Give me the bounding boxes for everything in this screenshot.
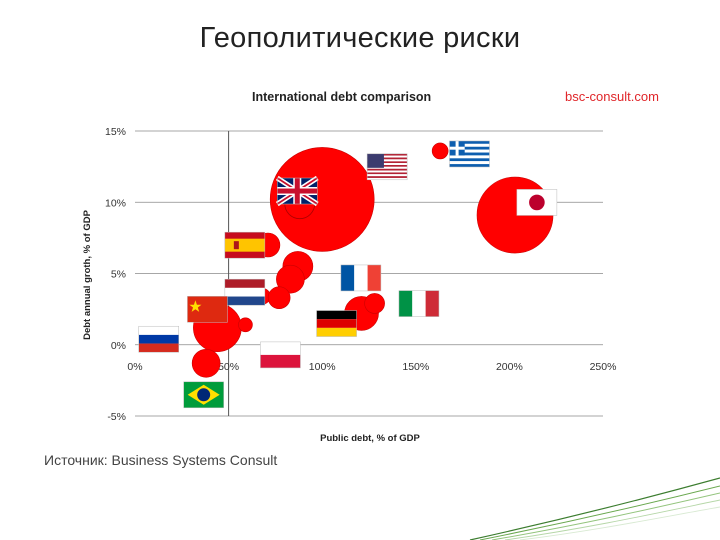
x-tick-label: 150%	[402, 361, 429, 373]
flag-france	[340, 264, 382, 292]
source-name: Business Systems Consult	[111, 452, 278, 468]
flag-netherlands	[224, 278, 266, 306]
flag-spain	[224, 231, 266, 259]
source-label: Источник:	[44, 452, 108, 468]
flag-greece	[449, 140, 490, 168]
chart-watermark: bsc-consult.com	[565, 89, 659, 104]
flag-poland	[260, 341, 301, 369]
bubble-usa	[269, 147, 375, 252]
x-axis-label: Public debt, % of GDP	[320, 433, 420, 444]
flag-china	[187, 296, 228, 323]
flag-usa	[366, 153, 408, 181]
flag-germany	[316, 310, 357, 337]
slide-title: Геополитические риски	[199, 22, 521, 54]
bubble-brazil	[191, 348, 221, 378]
x-tick-label: 200%	[496, 361, 523, 373]
flag-japan	[516, 189, 558, 216]
axis-ticks: 15% 10% 5% 0% -5% 0% 50% 100% 150% 200% 250%	[105, 126, 616, 423]
flag-uk	[275, 175, 319, 207]
x-tick-label: 50%	[218, 361, 239, 373]
chart-title: International debt comparison	[252, 90, 431, 104]
bubble-netherlands	[276, 264, 305, 294]
y-tick-label: 15%	[105, 126, 126, 138]
bubbles	[148, 142, 554, 378]
flag-russia	[138, 325, 179, 353]
y-tick-label: 0%	[111, 340, 126, 352]
bubble-greece	[431, 142, 449, 160]
y-tick-label: 5%	[111, 269, 126, 281]
x-tick-label: 100%	[309, 361, 336, 373]
x-tick-label: 250%	[590, 361, 617, 373]
y-axis-label: Debt annual groth, % of GDP	[82, 209, 93, 339]
flag-italy	[398, 290, 440, 317]
x-tick-label: 0%	[127, 361, 142, 373]
corner-decoration	[469, 477, 720, 540]
flag-brazil	[183, 381, 224, 409]
y-tick-label: -5%	[107, 411, 126, 423]
flags	[138, 140, 558, 409]
source-note: Источник: Business Systems Consult	[44, 452, 277, 468]
bubble-poland	[238, 317, 253, 333]
bubble-italy	[364, 293, 385, 314]
bubble-germany	[267, 286, 291, 310]
y-tick-label: 10%	[105, 197, 126, 209]
